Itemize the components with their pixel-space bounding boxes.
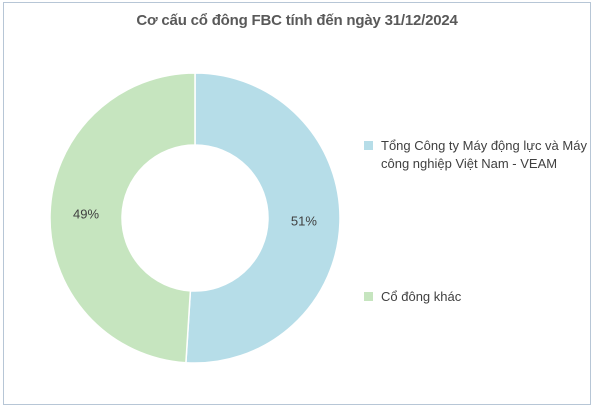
donut-slice-1: [49, 72, 196, 364]
legend-label-veam: Tổng Công ty Máy động lực và Máy công ng…: [381, 138, 587, 171]
donut-chart: 51% 49%: [49, 72, 341, 364]
chart-title: Cơ cấu cổ đông FBC tính đến ngày 31/12/2…: [136, 12, 458, 29]
legend-item-other: Cổ đông khác: [364, 288, 591, 306]
slice-label-0: 51%: [291, 213, 317, 228]
legend-label-other: Cổ đông khác: [381, 289, 462, 304]
slice-label-1: 49%: [73, 207, 99, 222]
legend-swatch-veam: [364, 141, 373, 150]
chart-frame: Cơ cấu cổ đông FBC tính đến ngày 31/12/2…: [3, 2, 591, 405]
legend-swatch-other: [364, 292, 373, 301]
donut-slice-0: [185, 72, 341, 364]
legend-item-veam: Tổng Công ty Máy động lực và Máy công ng…: [364, 137, 591, 173]
